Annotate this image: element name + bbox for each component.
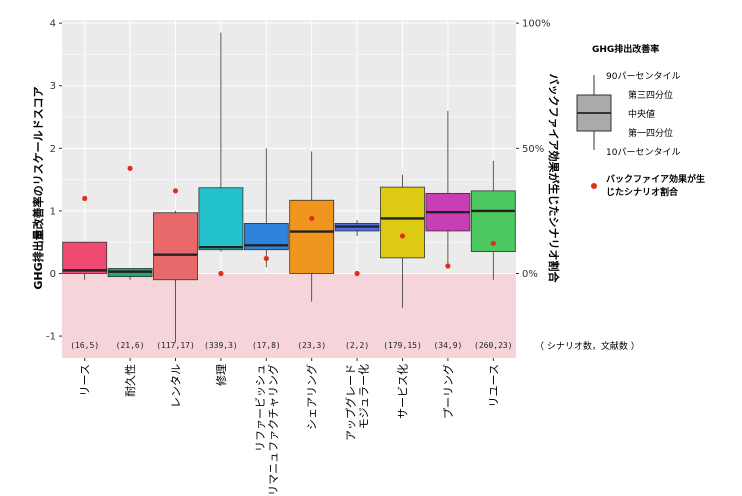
category-label: プーリング (441, 364, 455, 419)
category-label-line: モジュラー化 (357, 364, 371, 429)
y-tick-label: 1 (50, 206, 56, 217)
category-labels: リース 耐久性 レンタル 修理 リファービッシュ リマニュファクチャリング シェアリング アッ… (79, 358, 500, 496)
category-label-line: サービス化 (396, 364, 410, 419)
category-label: サービス化 (396, 364, 410, 419)
legend-backfire-line: じたシナリオ割合 (606, 186, 679, 198)
box (198, 187, 244, 251)
count-label: (16,5) (70, 341, 99, 350)
category-label: 耐久性 (123, 364, 137, 397)
backfire-dot (218, 270, 224, 277)
y-axis-right: 0% 50% 100% (516, 19, 551, 280)
y-right-tick-label: 0% (522, 269, 538, 280)
category-label: アップグレード モジュラー化 (344, 364, 371, 441)
box (289, 199, 335, 274)
legend-p10: 10パーセンタイル (606, 147, 680, 158)
y-tick-label: 2 (50, 144, 56, 155)
backfire-dot (399, 233, 406, 239)
count-label: (2,2) (345, 341, 369, 350)
category-label: リユース (487, 364, 500, 407)
legend-backfire: バックファイア効果が生じたシナリオ割合 (606, 173, 705, 198)
boxes (62, 32, 516, 343)
legend-backfire-line: バックファイア効果が生 (606, 173, 705, 185)
y-tick-label: 4 (50, 19, 56, 30)
y-axis-left: -1 0 1 2 3 4 (46, 19, 62, 343)
count-label: (17,8) (252, 341, 281, 350)
category-label: リース (79, 364, 92, 396)
count-labels: (16,5) (21,6) (117,17) (339,3) (17,8) (23,3) (… (70, 341, 512, 350)
y-axis-right-label: バックファイア効果が生じたシナリオ割合 (547, 74, 561, 284)
backfire-dot (172, 188, 179, 194)
legend-title: GHG排出改善率 (592, 43, 659, 55)
category-label: シェアリング (305, 364, 319, 430)
negative-band (62, 273, 516, 358)
legend-dot (591, 183, 597, 189)
box (153, 212, 198, 281)
category-label-line: リユース (487, 364, 500, 407)
count-label: (260,23) (474, 341, 513, 350)
count-label: (339,3) (204, 341, 238, 350)
category-label: レンタル (170, 364, 183, 408)
category-label-line: 修理 (214, 364, 228, 386)
category-label: リファービッシュ リマニュファクチャリング (254, 364, 280, 496)
backfire-dot (445, 263, 451, 269)
y-right-tick-label: 50% (522, 144, 544, 155)
legend: GHG排出改善率 90パーセンタイル 第三四分位 中央値 第一四分位 10パーセ… (576, 43, 705, 198)
category-label: 修理 (214, 364, 228, 386)
y-axis-left-label: GHG排出量改善率のリスケールドスコア (31, 86, 45, 289)
count-note: （ シナリオ数，文献数 ） (535, 340, 640, 352)
category-label-line: リース (79, 364, 92, 396)
y-tick-label: -1 (46, 332, 56, 343)
legend-q1: 第一四分位 (628, 127, 673, 139)
legend-median-label: 中央値 (628, 108, 655, 120)
y-right-tick-label: 100% (522, 19, 551, 30)
count-label: (21,6) (116, 341, 145, 350)
backfire-dots (82, 165, 496, 277)
legend-p90: 90パーセンタイル (606, 71, 680, 82)
backfire-dot (82, 195, 88, 201)
category-label-line: シェアリング (305, 364, 319, 430)
category-label-line: アップグレード (344, 364, 358, 441)
category-label-line: プーリング (441, 364, 455, 419)
backfire-dot (490, 240, 496, 247)
legend-q3: 第三四分位 (628, 89, 673, 101)
category-label-line: リファービッシュ (254, 364, 267, 452)
backfire-dot (309, 215, 315, 222)
y-tick-label: 0 (50, 269, 56, 280)
count-label: (34,9) (433, 341, 462, 350)
box (62, 241, 108, 274)
count-label: (23,3) (297, 341, 326, 350)
backfire-dot (354, 270, 360, 277)
category-label-line: 耐久性 (123, 364, 137, 397)
y-tick-label: 3 (50, 81, 56, 92)
count-label: (117,17) (156, 341, 195, 350)
backfire-dot (263, 255, 269, 262)
box (380, 186, 425, 259)
category-label-line: リマニュファクチャリング (266, 364, 280, 496)
count-label: (179,15) (383, 341, 422, 350)
category-label-line: レンタル (170, 364, 183, 408)
backfire-dot (127, 165, 133, 171)
